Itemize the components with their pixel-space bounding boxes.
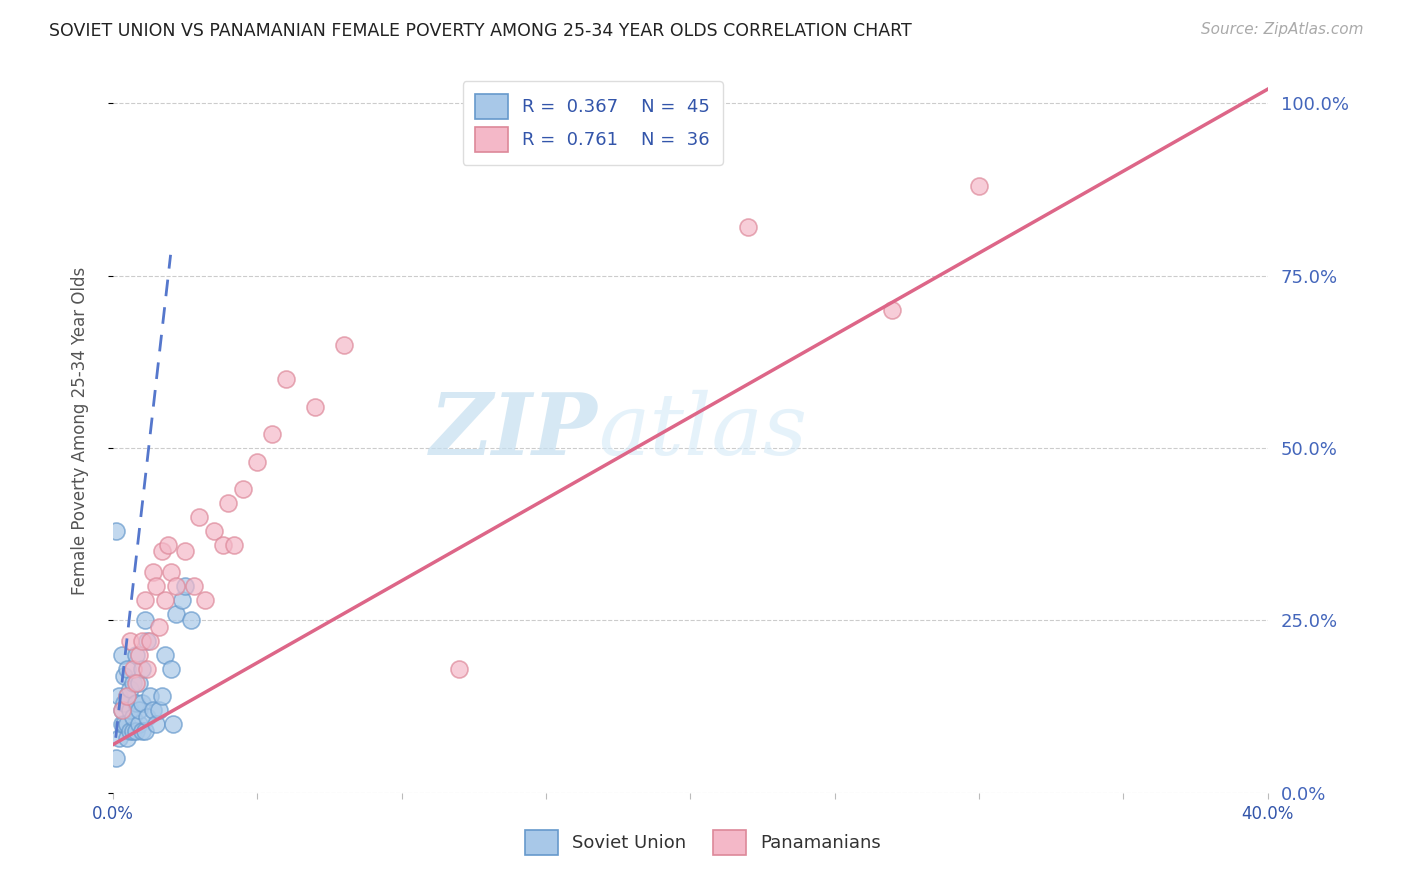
Point [122,675,145,690]
Point [967,178,990,193]
Point [112,717,135,731]
Point [737,220,759,235]
Point [134,614,156,628]
Point [120,703,142,717]
Point [162,717,184,731]
Point [449,662,471,676]
Point [153,592,176,607]
Point [112,668,135,682]
Point [148,620,170,634]
Point [159,662,181,676]
Point [128,717,150,731]
Point [134,723,156,738]
Point [183,579,205,593]
Point [153,648,176,662]
Point [122,710,145,724]
Point [194,592,217,607]
Point [145,579,167,593]
Point [172,592,194,607]
Point [304,400,326,414]
Point [136,710,159,724]
Point [224,538,246,552]
Point [125,696,148,710]
Point [148,703,170,717]
Point [142,565,165,579]
Point [333,337,356,351]
Point [136,662,159,676]
Point [128,703,150,717]
Point [107,731,129,745]
Point [117,690,139,704]
Point [139,690,162,704]
Legend: Soviet Union, Panamanians: Soviet Union, Panamanians [510,815,896,870]
Point [174,579,197,593]
Point [159,565,181,579]
Point [188,510,211,524]
Point [142,703,165,717]
Text: atlas: atlas [598,390,807,472]
Point [104,751,127,765]
Point [882,303,904,318]
Point [120,723,142,738]
Point [180,614,202,628]
Point [156,538,179,552]
Point [131,634,153,648]
Text: ZIP: ZIP [430,389,598,473]
Point [110,703,132,717]
Y-axis label: Female Poverty Among 25-34 Year Olds: Female Poverty Among 25-34 Year Olds [72,267,89,595]
Point [150,544,173,558]
Point [117,662,139,676]
Point [150,690,173,704]
Point [274,372,297,386]
Point [145,717,167,731]
Point [232,483,254,497]
Point [117,731,139,745]
Point [107,690,129,704]
Legend: R =  0.367    N =  45, R =  0.761    N =  36: R = 0.367 N = 45, R = 0.761 N = 36 [463,81,723,165]
Point [120,634,142,648]
Text: Source: ZipAtlas.com: Source: ZipAtlas.com [1201,22,1364,37]
Point [125,675,148,690]
Point [110,648,132,662]
Point [104,524,127,538]
Point [165,607,187,621]
Point [139,634,162,648]
Point [131,696,153,710]
Point [136,634,159,648]
Point [217,496,239,510]
Point [165,579,187,593]
Text: SOVIET UNION VS PANAMANIAN FEMALE POVERTY AMONG 25-34 YEAR OLDS CORRELATION CHAR: SOVIET UNION VS PANAMANIAN FEMALE POVERT… [49,22,912,40]
Point [110,717,132,731]
Point [117,717,139,731]
Point [125,723,148,738]
Point [128,648,150,662]
Point [174,544,197,558]
Point [128,675,150,690]
Point [202,524,225,538]
Point [120,682,142,697]
Point [122,662,145,676]
Point [117,690,139,704]
Point [246,455,269,469]
Point [260,427,283,442]
Point [131,662,153,676]
Point [125,648,148,662]
Point [110,703,132,717]
Point [211,538,233,552]
Point [134,592,156,607]
Point [112,696,135,710]
Point [122,723,145,738]
Point [131,723,153,738]
